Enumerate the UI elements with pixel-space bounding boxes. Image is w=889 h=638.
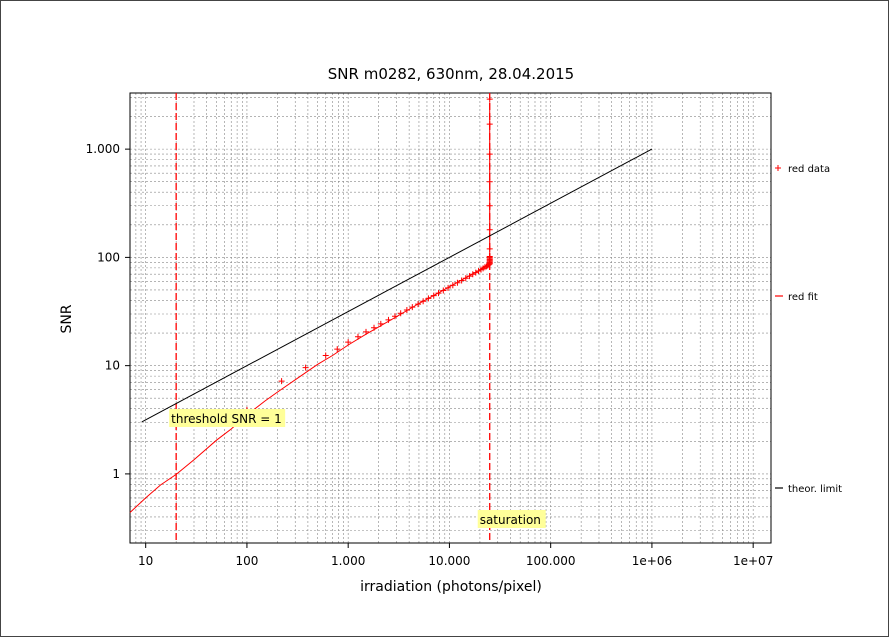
x-tick-label: 100.000: [526, 554, 576, 568]
x-tick-label: 1e+07: [733, 554, 773, 568]
x-tick-label: 10: [138, 554, 153, 568]
series-layer: [129, 93, 653, 543]
data-point: [302, 364, 309, 371]
x-tick-label: 1.000: [331, 554, 365, 568]
saturation-label: saturation: [480, 513, 541, 527]
y-tick-label: 1.000: [86, 142, 120, 156]
legend-label: red fit: [788, 292, 818, 303]
legend-label: theor. limit: [788, 484, 842, 495]
series-line: [129, 102, 491, 513]
saturation-label-bg: [477, 510, 546, 528]
data-point: [278, 378, 285, 385]
grid-lines: [129, 93, 771, 543]
legend-label: red data: [788, 164, 830, 175]
threshold-label-bg: [169, 409, 286, 427]
y-tick-label: 10: [105, 359, 120, 373]
chart-title: SNR m0282, 630nm, 28.04.2015: [328, 65, 574, 83]
legend-marker: [775, 165, 781, 171]
data-point: [334, 346, 341, 353]
threshold-label: threshold SNR = 1: [171, 412, 282, 426]
plot-area: [129, 92, 772, 544]
data-point: [486, 96, 493, 103]
x-tick-label: 100: [235, 554, 258, 568]
y-tick-label: 1: [112, 467, 120, 481]
y-axis-ticks: 1 10 100 1.000: [86, 142, 130, 481]
x-axis-label: irradiation (photons/pixel): [360, 579, 542, 595]
legend: red data red fit theor. limit: [775, 164, 842, 495]
data-point: [345, 339, 352, 346]
y-axis-label: SNR: [59, 304, 75, 333]
x-axis-ticks: 10 100 1.000 10.000 100.000 1e+06 1e+07: [138, 543, 773, 568]
y-tick-label: 100: [97, 250, 120, 264]
x-tick-label: 10.000: [428, 554, 470, 568]
series-line: [141, 148, 653, 423]
annotations: threshold SNR = 1 saturation: [169, 409, 546, 528]
x-tick-label: 1e+06: [632, 554, 672, 568]
data-point: [322, 352, 329, 359]
